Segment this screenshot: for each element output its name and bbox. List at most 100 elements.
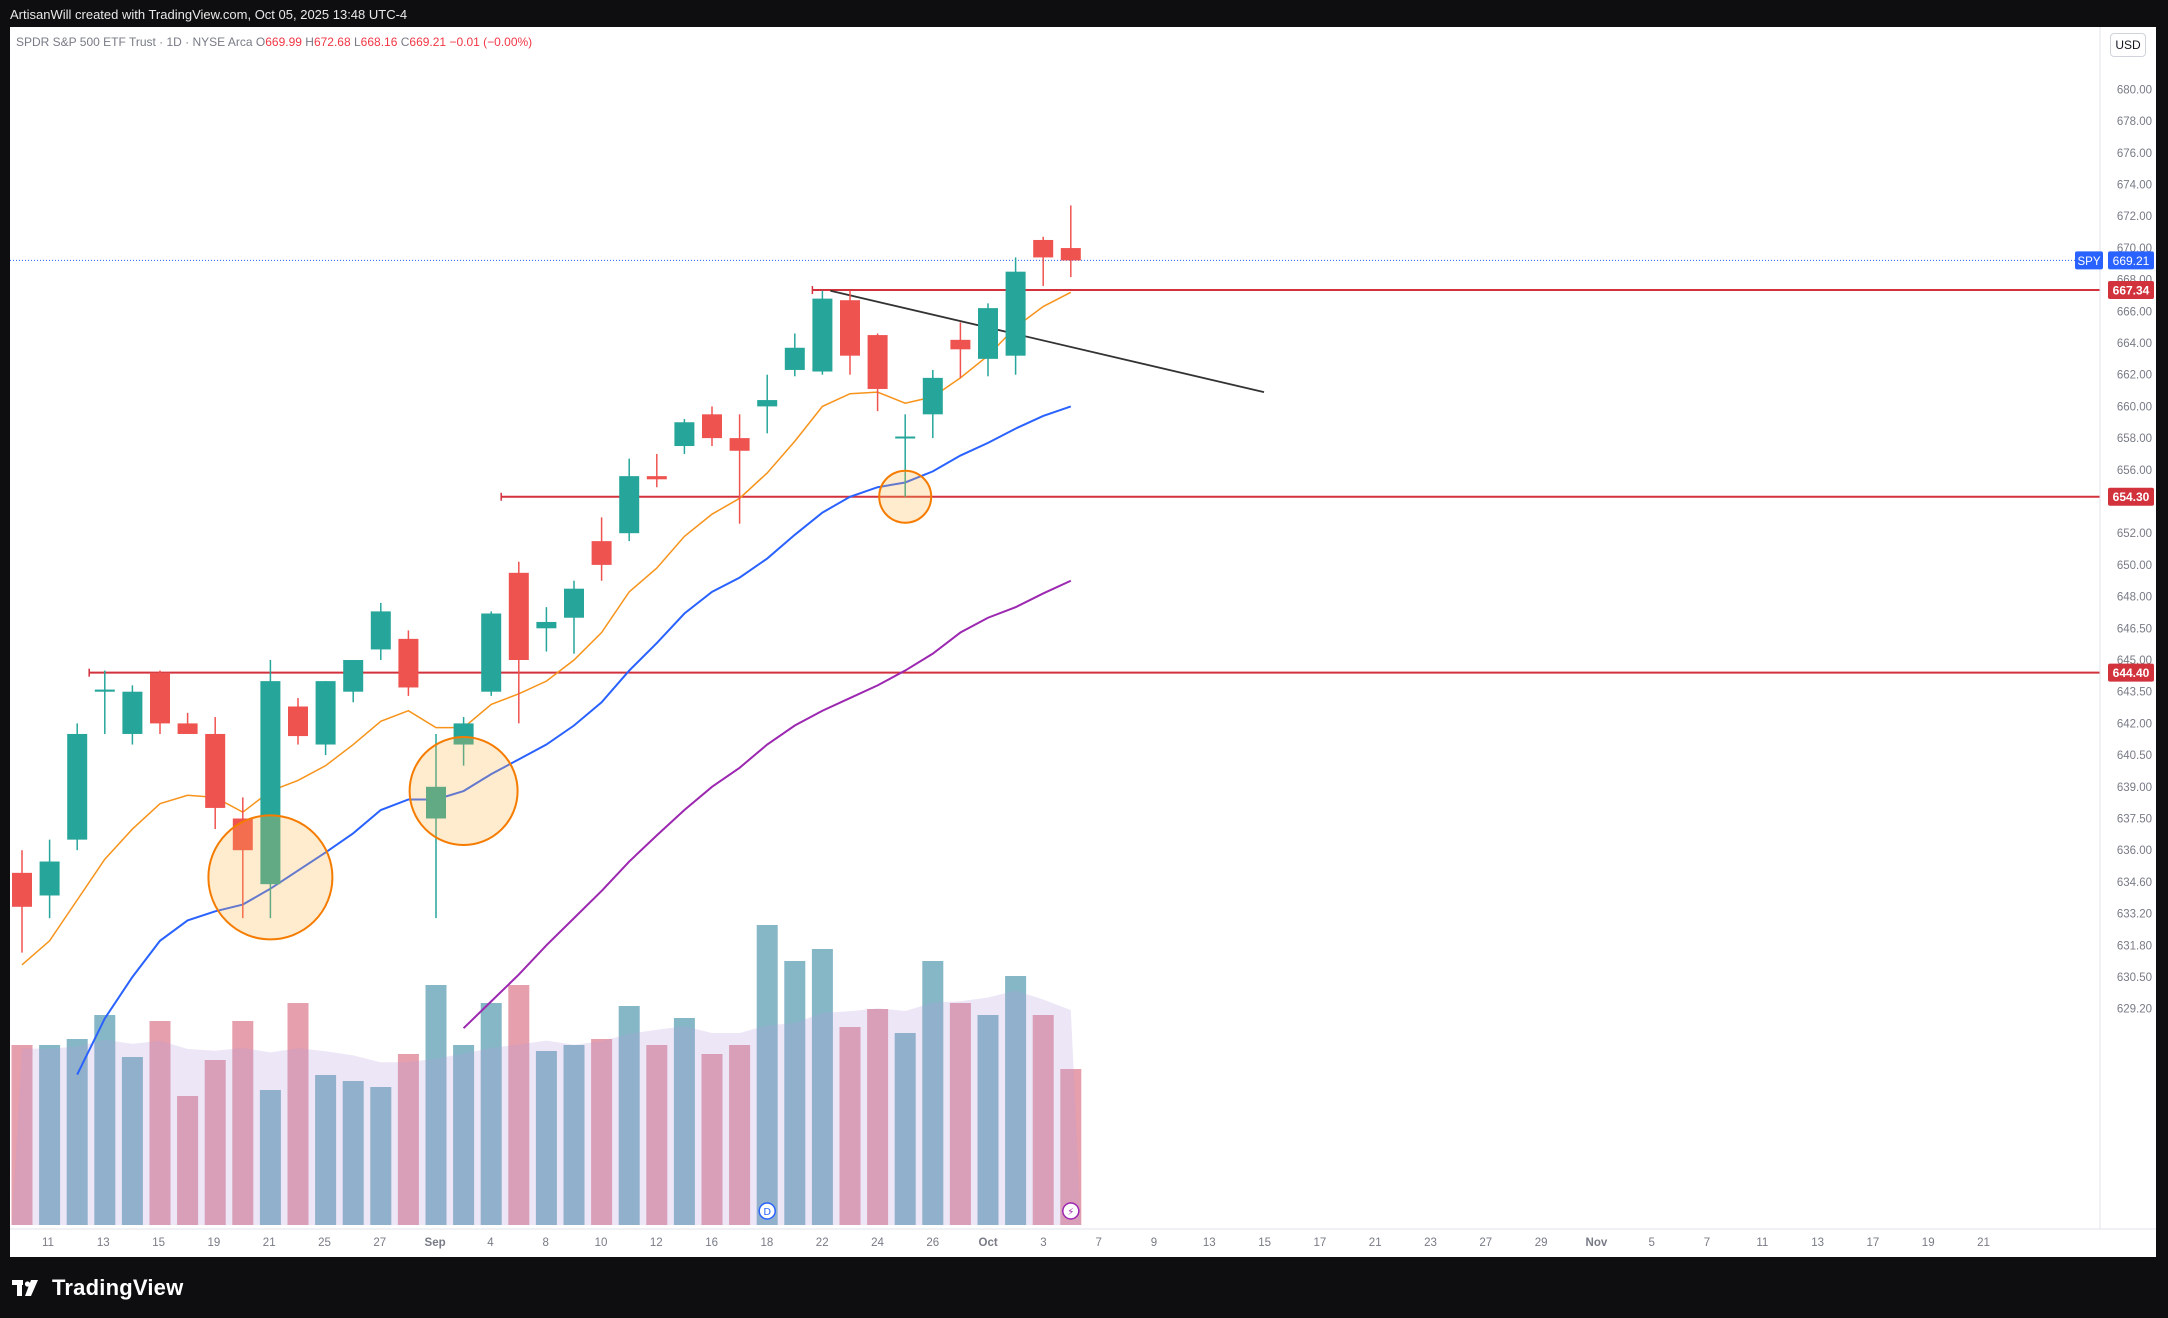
time-tick-label: 21 xyxy=(1977,1237,1990,1249)
ema-slow-line xyxy=(462,579,1072,1029)
volume-bar xyxy=(839,1027,861,1225)
symbol-legend: SPDR S&P 500 ETF Trust · 1D · NYSE Arca … xyxy=(16,35,532,49)
candle-body xyxy=(619,476,640,534)
tradingview-logo[interactable]: TradingView xyxy=(12,1275,183,1301)
price-tick-label: 631.80 xyxy=(2117,940,2152,952)
chart-area[interactable]: D ⚡ 680.00 678.00 676.00 674.00 672.00 670.00 66… xyxy=(10,27,2156,1257)
volume-bar xyxy=(94,1015,116,1225)
volume-layer xyxy=(11,925,1082,1225)
top-caption-bar: ArtisanWill created with TradingView.com… xyxy=(0,0,2168,27)
candle-body xyxy=(94,689,115,692)
candle-body xyxy=(343,660,364,692)
candle-body xyxy=(950,339,971,350)
volume-bar xyxy=(315,1075,337,1225)
candle-body xyxy=(67,733,88,840)
legend-high-key: H xyxy=(305,35,314,49)
level-price-tag xyxy=(2108,281,2154,300)
time-tick-label: 13 xyxy=(1203,1237,1216,1249)
volume-bar xyxy=(922,961,944,1225)
marker-badge xyxy=(1062,1202,1080,1220)
legend-close: 669.21 xyxy=(409,35,447,49)
volume-bar xyxy=(784,961,806,1225)
price-tick-label: 660.00 xyxy=(2117,401,2152,413)
candle-body xyxy=(564,588,584,618)
marker-label: D xyxy=(763,1207,771,1218)
candle-body xyxy=(315,681,336,745)
candle-body xyxy=(39,861,60,896)
time-tick-label: 21 xyxy=(263,1237,276,1249)
level-price-label: 654.30 xyxy=(2113,490,2150,504)
earnings-marker: ⚡ xyxy=(1062,1202,1080,1220)
time-tick-label: 15 xyxy=(152,1237,165,1249)
candle-body xyxy=(453,723,474,745)
price-tick-label: 664.00 xyxy=(2117,338,2152,350)
candle-body xyxy=(1060,248,1081,261)
volume-bar xyxy=(232,1021,254,1225)
volume-bar xyxy=(66,1039,88,1225)
price-chart[interactable]: D ⚡680.00678.00676.00674.00672.00670.0066… xyxy=(10,27,2156,1257)
price-tick-label: 639.00 xyxy=(2117,782,2152,794)
volume-bar xyxy=(149,1021,171,1225)
time-tick-label: Oct xyxy=(979,1237,998,1249)
volume-bar xyxy=(811,949,833,1225)
candle-body xyxy=(757,400,778,407)
time-tick-label: 15 xyxy=(1258,1237,1271,1249)
volume-bar xyxy=(342,1081,364,1225)
price-axis-bg xyxy=(2100,27,2156,1229)
price-tick-label: 640.50 xyxy=(2117,750,2152,762)
candle-body xyxy=(288,706,308,737)
volume-bar xyxy=(453,1045,475,1225)
legend-symbol: SPDR S&P 500 ETF Trust · 1D · NYSE Arca xyxy=(16,35,253,49)
candle-body xyxy=(481,613,502,692)
candle-body xyxy=(729,438,750,451)
candle-body xyxy=(508,572,529,660)
candle-body xyxy=(674,422,695,447)
legend-change: −0.01 (−0.00%) xyxy=(449,35,533,49)
time-tick-label: 19 xyxy=(1922,1237,1935,1249)
volume-bar xyxy=(397,1054,419,1225)
candle-body xyxy=(370,611,391,650)
price-tick-label: 650.00 xyxy=(2117,560,2152,572)
footer-bar: TradingView xyxy=(0,1257,2168,1318)
volume-bar xyxy=(287,1003,309,1225)
time-tick-label: 22 xyxy=(816,1237,829,1249)
volume-bar xyxy=(977,1015,999,1225)
time-tick-label: 11 xyxy=(1756,1237,1768,1249)
highlight-circle xyxy=(207,814,334,941)
time-tick-label: 18 xyxy=(761,1237,774,1249)
time-tick-label: 29 xyxy=(1535,1237,1548,1249)
ema-fast-line xyxy=(21,291,1072,966)
volume-bar xyxy=(535,1051,557,1225)
volume-bar xyxy=(729,1045,751,1225)
time-tick-label: 7 xyxy=(1095,1237,1101,1249)
marker-badge xyxy=(758,1202,776,1220)
volume-bar xyxy=(425,985,447,1225)
time-tick-label: 24 xyxy=(871,1237,884,1249)
symbol-tag-label: SPY xyxy=(2077,256,2100,268)
candle-body xyxy=(895,436,916,439)
candle-body xyxy=(646,476,667,480)
trend-line xyxy=(830,289,1265,394)
time-tick-label: 23 xyxy=(1424,1237,1437,1249)
volume-bar xyxy=(204,1060,226,1225)
tradingview-wordmark: TradingView xyxy=(52,1275,184,1300)
currency-button[interactable]: USD xyxy=(2110,33,2146,57)
level-price-label: 644.40 xyxy=(2113,666,2150,680)
volume-bar xyxy=(39,1045,61,1225)
candle-body xyxy=(177,723,198,734)
last-price-label: 669.21 xyxy=(2113,254,2150,268)
last-price-tag xyxy=(2108,251,2154,270)
time-tick-label: 10 xyxy=(595,1237,608,1249)
time-axis: 11 13 15 19 21 25 27 Sep 4 8 10 12 16 18 22 24 26 Oct 3 7 9 1… xyxy=(10,1228,2156,1257)
candle-body xyxy=(150,672,170,724)
price-tick-label: 652.00 xyxy=(2117,528,2152,540)
time-tick-label: 13 xyxy=(1811,1237,1824,1249)
price-tick-label: 674.00 xyxy=(2117,180,2152,192)
level-price-tag xyxy=(2108,663,2154,682)
price-tick-label: 672.00 xyxy=(2117,211,2152,223)
volume-bar xyxy=(370,1087,392,1225)
time-tick-label: 7 xyxy=(1704,1237,1710,1249)
time-tick-label: 21 xyxy=(1369,1237,1382,1249)
candle-body xyxy=(978,308,998,359)
price-tick-label: 662.00 xyxy=(2117,370,2152,382)
